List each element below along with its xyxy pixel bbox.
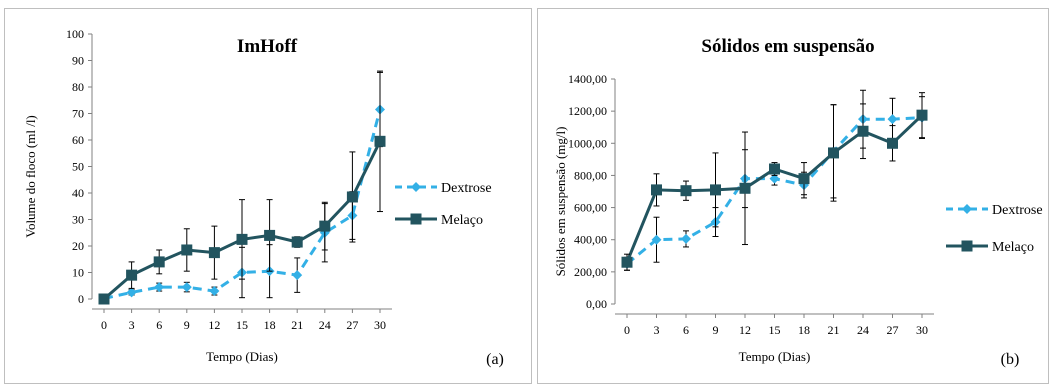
data-point-dextrose: [126, 287, 137, 298]
data-point-dextrose: [769, 173, 780, 184]
y-axis-label: Volume do floco (ml /l): [23, 115, 38, 238]
y-tick-label: 90: [72, 54, 84, 68]
data-point-melaco: [98, 293, 110, 305]
x-tick-label: 21: [828, 323, 840, 337]
legend-label-dextrose: Dextrose: [992, 203, 1043, 218]
y-tick-label: 60: [72, 133, 84, 147]
x-tick-label: 6: [156, 318, 162, 332]
y-tick-label: 400,00: [574, 233, 607, 247]
legend-marker-melaco: [961, 240, 973, 252]
data-point-melaco: [208, 247, 220, 259]
x-tick-label: 6: [683, 323, 689, 337]
data-point-melaco: [236, 233, 248, 245]
y-tick-label: 1000,00: [568, 136, 607, 150]
x-tick-label: 12: [208, 318, 220, 332]
y-tick-label: 1400,00: [568, 72, 607, 86]
chart-panel-solidos: Sólidos em suspensão 0,00 200,00 400,00 600,…: [537, 8, 1049, 384]
data-point-melaco: [828, 147, 839, 159]
x-tick-label: 0: [624, 323, 630, 337]
x-tick-label: 18: [264, 318, 276, 332]
x-tick-label: 27: [887, 323, 899, 337]
legend-label-dextrose: Dextrose: [441, 181, 492, 196]
y-tick-label: 80: [72, 80, 84, 94]
data-point-melaco: [651, 184, 662, 196]
data-point-melaco: [291, 236, 303, 248]
legend-marker-dextrose: [962, 204, 972, 214]
y-tick-label: 0,00: [586, 297, 607, 311]
data-point-melaco: [739, 182, 751, 194]
data-point-melaco: [264, 229, 276, 241]
data-point-melaco: [710, 184, 721, 196]
x-tick-label: 21: [291, 318, 303, 332]
data-point-dextrose: [651, 234, 662, 245]
solidos-chart: Sólidos em suspensão 0,00 200,00 400,00 600,…: [553, 36, 1043, 368]
y-tick-label: 20: [72, 239, 84, 253]
y-tick-label: 600,00: [574, 201, 607, 215]
x-tick-label: 24: [857, 323, 869, 337]
y-tick-label: 0: [78, 292, 84, 306]
y-tick-label: 800,00: [574, 168, 607, 182]
data-point-melaco: [181, 244, 193, 256]
legend-label-melaco: Melaço: [441, 213, 483, 228]
data-point-dextrose: [154, 282, 165, 293]
legend-label-melaco: Melaço: [992, 240, 1034, 255]
data-point-melaco: [374, 135, 386, 147]
data-point-dextrose: [181, 282, 192, 293]
x-tick-label: 15: [236, 318, 248, 332]
data-point-melaco: [153, 256, 165, 268]
imhoff-chart: ImHoff 0 10 20 30 40 50 60 70 80 90 100 0 3 6 9 12 15 18 21…: [23, 27, 504, 368]
x-tick-label: 9: [713, 323, 719, 337]
legend-marker-melaco: [410, 213, 422, 225]
y-tick-label: 1200,00: [568, 104, 607, 118]
data-point-melaco: [319, 220, 331, 232]
x-axis-label: Tempo (Dias): [206, 349, 278, 364]
x-axis-label: Tempo (Dias): [739, 349, 811, 364]
x-tick-label: 3: [654, 323, 660, 337]
y-tick-label: 100: [66, 27, 84, 41]
data-point-dextrose: [292, 270, 303, 281]
legend-marker-dextrose: [411, 182, 421, 192]
data-point-dextrose: [681, 233, 691, 244]
y-tick-label: 200,00: [574, 265, 607, 279]
data-point-melaco: [798, 173, 810, 185]
data-point-melaco: [857, 125, 869, 137]
data-point-dextrose: [209, 286, 220, 297]
x-tick-label: 9: [184, 318, 190, 332]
x-tick-label: 30: [916, 323, 928, 337]
chart-title: ImHoff: [237, 36, 298, 57]
y-tick-label: 10: [72, 266, 84, 280]
x-tick-label: 3: [129, 318, 135, 332]
y-tick-label: 70: [72, 107, 84, 121]
x-tick-label: 12: [739, 323, 751, 337]
series-line-dextrose: [103, 109, 382, 300]
y-tick-label: 50: [72, 160, 84, 174]
data-point-melaco: [916, 109, 928, 121]
x-tick-label: 18: [798, 323, 810, 337]
x-tick-label: 24: [319, 318, 331, 332]
data-point-melaco: [346, 191, 358, 203]
chart-title: Sólidos em suspensão: [701, 36, 874, 57]
panel-label: (b): [1001, 351, 1020, 368]
x-tick-label: 30: [374, 318, 386, 332]
panel-label: (a): [486, 351, 504, 368]
data-point-melaco: [887, 137, 898, 149]
data-point-melaco: [680, 185, 692, 197]
chart-panel-imhoff: ImHoff 0 10 20 30 40 50 60 70 80 90 100 0 3 6 9 12 15 18 21…: [4, 8, 532, 384]
data-point-dextrose: [887, 114, 898, 125]
y-tick-label: 30: [72, 213, 84, 227]
data-point-melaco: [769, 163, 780, 175]
x-tick-label: 27: [346, 318, 358, 332]
x-tick-label: 0: [101, 318, 107, 332]
y-axis-label: Sólidos em suspensão (mg/l): [553, 127, 568, 277]
x-tick-label: 15: [769, 323, 781, 337]
y-tick-label: 40: [72, 186, 84, 200]
data-point-melaco: [621, 256, 633, 268]
data-point-melaco: [126, 269, 138, 281]
